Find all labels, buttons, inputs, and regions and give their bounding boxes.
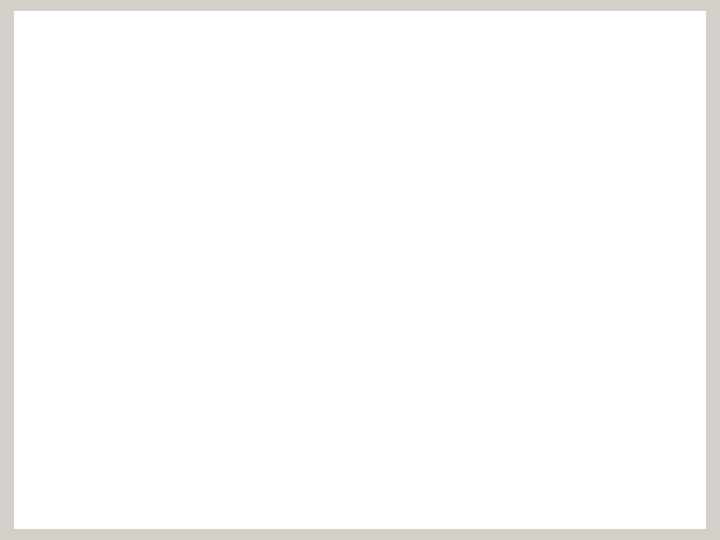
- Text: -H₂: -H₂: [482, 290, 501, 303]
- Text: 2-(2-метил-5-нитро-1н-имидазол-1-ил)этанол: 2-(2-метил-5-нитро-1н-имидазол-1-ил)этан…: [267, 83, 633, 98]
- Text: C=O: C=O: [208, 301, 234, 311]
- Text: H₂C: H₂C: [174, 321, 194, 331]
- Text: H: H: [120, 452, 128, 462]
- Text: O: O: [403, 377, 413, 390]
- Text: N: N: [114, 388, 123, 401]
- Text: 2-метил-5-нитроимидазо: 2-метил-5-нитроимидазо: [208, 464, 355, 474]
- Text: 9: 9: [678, 517, 688, 532]
- Text: 2-метилимидазолин: 2-метилимидазолин: [324, 310, 443, 320]
- Text: этилен-: этилен-: [45, 310, 91, 320]
- Text: CH₃: CH₃: [146, 120, 172, 134]
- Text: (Metronidazolum, Трихопол): (Metronidazolum, Трихопол): [273, 18, 562, 37]
- Text: CH₃: CH₃: [570, 410, 590, 421]
- Text: H: H: [282, 452, 291, 462]
- Text: CaO: CaO: [294, 251, 321, 264]
- Text: CH₃COOH: CH₃COOH: [109, 251, 170, 264]
- Text: Метронидазол: Метронидазол: [158, 18, 324, 37]
- Text: NH₂: NH₂: [73, 281, 97, 294]
- Text: C=O: C=O: [208, 239, 234, 249]
- Text: N: N: [532, 373, 541, 386]
- Text: диамин: диамин: [45, 321, 90, 331]
- Text: N: N: [539, 438, 549, 451]
- Text: CH₃: CH₃: [148, 424, 169, 434]
- Text: 1-(β-оксиэтил)-2-метил-5-нитроимидазол: 1-(β-оксиэтил)-2-метил-5-нитроимидазол: [267, 43, 600, 58]
- Text: H₂C: H₂C: [174, 221, 194, 231]
- Text: N,N-диацетил-: N,N-диацетил-: [166, 348, 261, 358]
- Text: N: N: [373, 234, 382, 247]
- Text: H₂C: H₂C: [524, 466, 545, 476]
- Text: N: N: [276, 388, 285, 401]
- Text: CH₃: CH₃: [408, 270, 428, 280]
- Text: Получение:: Получение:: [297, 220, 418, 238]
- Text: 2-метилимидазол: 2-метилимидазол: [72, 464, 176, 474]
- Text: N: N: [109, 151, 120, 166]
- Text: O₂N: O₂N: [225, 422, 249, 435]
- Text: H: H: [379, 298, 388, 308]
- Text: CH₃: CH₃: [310, 424, 331, 434]
- Text: или: или: [267, 63, 297, 78]
- Text: HNO₃: HNO₃: [178, 405, 212, 418]
- Text: CH₂: CH₂: [557, 447, 577, 457]
- Text: NH: NH: [220, 255, 236, 265]
- Text: H₂C: H₂C: [92, 193, 118, 207]
- Text: CH₂: CH₂: [130, 167, 156, 181]
- Text: OH: OH: [532, 494, 552, 507]
- Text: N: N: [133, 76, 145, 91]
- Text: Ni: Ni: [485, 251, 498, 264]
- Text: NH: NH: [220, 275, 236, 285]
- Text: OH: OH: [100, 228, 123, 243]
- Text: этилендиамин: этилендиамин: [167, 360, 260, 370]
- Text: O₂N: O₂N: [33, 119, 63, 134]
- Text: NH₂: NH₂: [73, 260, 97, 273]
- Text: этиленоксид: этиленоксид: [421, 398, 498, 408]
- Text: O₂N: O₂N: [478, 409, 503, 422]
